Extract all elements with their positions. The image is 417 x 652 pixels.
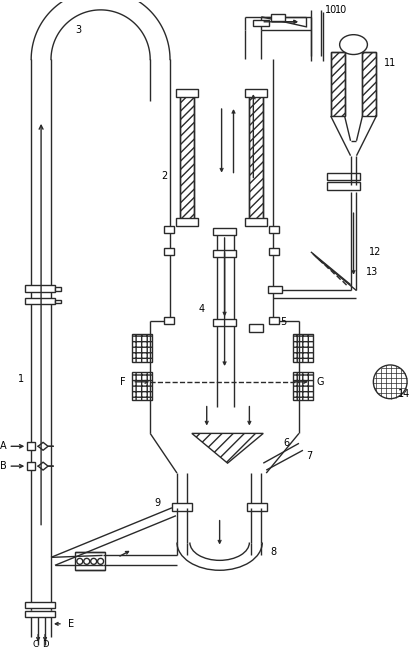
Bar bbox=[176, 218, 198, 226]
Bar bbox=[132, 334, 152, 362]
Text: A: A bbox=[0, 441, 6, 451]
Bar bbox=[176, 89, 198, 97]
Bar bbox=[213, 250, 236, 257]
Bar bbox=[327, 173, 360, 181]
Bar bbox=[213, 228, 236, 235]
Text: 3: 3 bbox=[75, 25, 81, 35]
Text: 14: 14 bbox=[398, 389, 410, 399]
Bar bbox=[164, 248, 174, 255]
Bar bbox=[246, 218, 267, 226]
Bar bbox=[269, 248, 279, 255]
Text: C: C bbox=[32, 640, 38, 649]
Bar bbox=[293, 372, 313, 400]
Bar bbox=[293, 334, 313, 362]
Text: F: F bbox=[120, 377, 126, 387]
Text: 13: 13 bbox=[366, 267, 379, 276]
Bar bbox=[27, 462, 35, 470]
Bar bbox=[25, 611, 55, 617]
Text: 12: 12 bbox=[369, 247, 382, 257]
Text: E: E bbox=[68, 619, 74, 629]
Bar bbox=[362, 52, 376, 116]
Bar bbox=[269, 318, 279, 324]
Text: 2: 2 bbox=[161, 171, 167, 181]
Bar bbox=[25, 285, 55, 291]
Polygon shape bbox=[192, 434, 263, 463]
Text: 1: 1 bbox=[18, 374, 24, 384]
Circle shape bbox=[373, 365, 407, 398]
Text: 10: 10 bbox=[324, 5, 337, 15]
Text: 7: 7 bbox=[306, 451, 312, 461]
Ellipse shape bbox=[339, 35, 367, 55]
Text: 5: 5 bbox=[280, 318, 286, 327]
Text: 8: 8 bbox=[270, 548, 276, 557]
Bar bbox=[268, 286, 282, 293]
Bar bbox=[249, 91, 263, 220]
Bar bbox=[55, 287, 61, 291]
Text: B: B bbox=[0, 461, 6, 471]
Text: 4: 4 bbox=[199, 304, 205, 314]
Bar bbox=[327, 183, 360, 190]
Text: 6: 6 bbox=[283, 438, 289, 449]
Text: 10: 10 bbox=[335, 5, 347, 15]
Bar bbox=[25, 602, 55, 608]
Bar bbox=[271, 14, 285, 21]
Bar bbox=[172, 503, 192, 511]
Bar bbox=[269, 226, 279, 233]
Bar bbox=[164, 226, 174, 233]
Bar bbox=[25, 297, 55, 304]
Bar bbox=[180, 91, 194, 220]
Bar bbox=[246, 89, 267, 97]
Bar bbox=[247, 503, 267, 511]
Bar bbox=[132, 372, 152, 400]
Bar bbox=[55, 299, 61, 303]
Bar bbox=[75, 552, 105, 570]
Bar bbox=[164, 318, 174, 324]
Text: D: D bbox=[42, 640, 48, 649]
Bar bbox=[254, 20, 269, 25]
Bar bbox=[213, 319, 236, 326]
Bar bbox=[331, 52, 344, 116]
Text: G: G bbox=[317, 377, 324, 387]
Text: 11: 11 bbox=[384, 59, 396, 68]
Text: 9: 9 bbox=[154, 498, 160, 508]
Bar bbox=[249, 324, 263, 333]
Bar bbox=[27, 442, 35, 451]
